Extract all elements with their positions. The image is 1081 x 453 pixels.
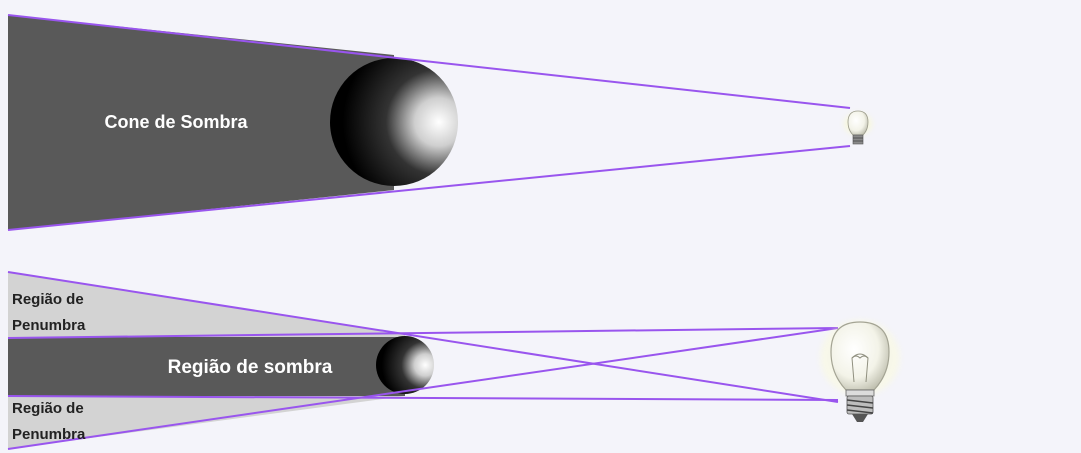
penumbra-top-label-line2: Penumbra (12, 317, 86, 334)
ray-bottom-upper-inner (7, 327, 839, 339)
ray-bottom-lower-outer (7, 327, 839, 450)
umbra-cone-label: Cone de Sombra (104, 112, 248, 132)
sphere-large (330, 58, 458, 186)
ray-bottom-upper-outer (7, 271, 839, 403)
bottom-panel: Região de sombra Região de Penumbra Regi… (7, 271, 900, 450)
penumbra-top-label-line1: Região de (12, 291, 84, 308)
umbra-cone (8, 15, 394, 230)
top-panel: Cone de Sombra (7, 14, 872, 231)
shadow-region (8, 337, 405, 396)
bulb-icon-large (820, 320, 900, 422)
ray-top-lower (7, 145, 851, 231)
bulb-icon-small (844, 110, 872, 145)
penumbra-bottom-label-line1: Região de (12, 400, 84, 417)
ray-top-upper (7, 14, 851, 109)
sphere-small (376, 336, 434, 394)
shadow-region-label: Região de sombra (168, 357, 333, 378)
ray-bottom-lower-inner (7, 395, 839, 401)
penumbra-bottom-label-line2: Penumbra (12, 426, 86, 443)
